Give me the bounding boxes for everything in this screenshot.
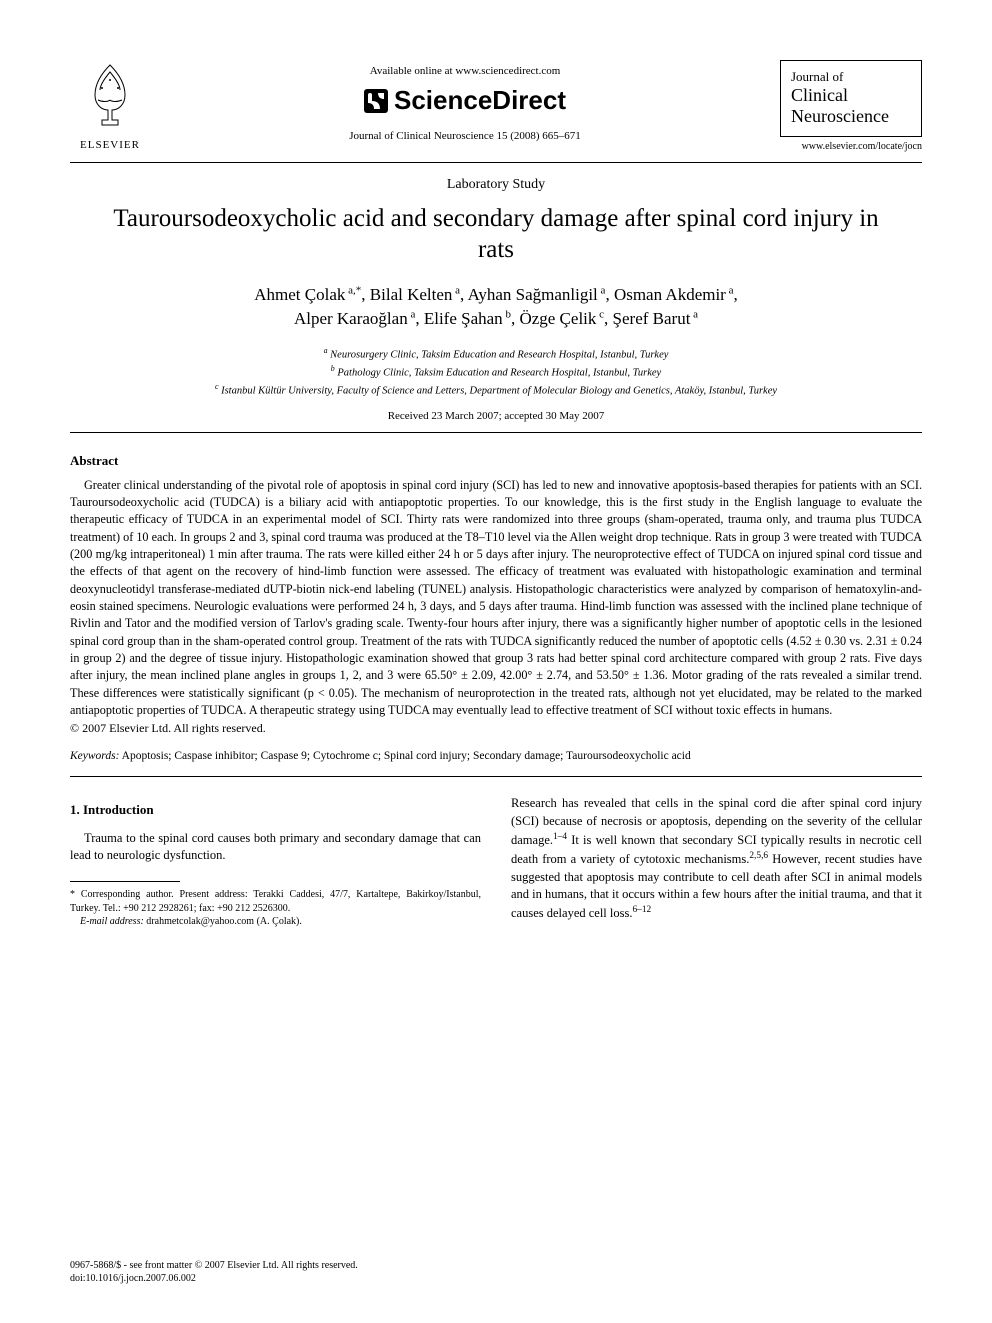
authors-list: Ahmet Çolak a,*, Bilal Kelten a, Ayhan S… <box>100 283 892 331</box>
abstract-top-divider <box>70 432 922 433</box>
right-column: Research has revealed that cells in the … <box>511 795 922 928</box>
elsevier-label: ELSEVIER <box>70 139 150 151</box>
header-divider <box>70 162 922 163</box>
body-columns: 1. Introduction Trauma to the spinal cor… <box>70 795 922 928</box>
article-type: Laboratory Study <box>70 177 922 193</box>
doi-line: doi:10.1016/j.jocn.2007.06.002 <box>70 1272 922 1285</box>
affiliation-b: b Pathology Clinic, Taksim Education and… <box>70 363 922 381</box>
corresponding-footnote: * Corresponding author. Present address:… <box>70 888 481 915</box>
email-suffix: (A. Çolak). <box>257 916 302 927</box>
citation-text: Journal of Clinical Neuroscience 15 (200… <box>150 130 780 142</box>
available-online-text: Available online at www.sciencedirect.co… <box>150 65 780 77</box>
received-date: Received 23 March 2007; accepted 30 May … <box>70 410 922 422</box>
elsevier-tree-icon <box>80 60 140 130</box>
elsevier-logo-block: ELSEVIER <box>70 60 150 151</box>
abstract-heading: Abstract <box>70 453 922 469</box>
sciencedirect-logo: ScienceDirect <box>150 85 780 116</box>
affiliations: a Neurosurgery Clinic, Taksim Education … <box>70 345 922 400</box>
article-title: Tauroursodeoxycholic acid and secondary … <box>110 203 882 266</box>
journal-cover-block: Journal of Clinical Neuroscience www.els… <box>780 60 922 152</box>
intro-heading: 1. Introduction <box>70 801 481 819</box>
issn-line: 0967-5868/$ - see front matter © 2007 El… <box>70 1259 922 1272</box>
affiliation-a: a Neurosurgery Clinic, Taksim Education … <box>70 345 922 363</box>
journal-line2: Clinical <box>791 85 911 107</box>
footnote-separator <box>70 881 180 882</box>
email-footnote: E-mail address: drahmetcolak@yahoo.com (… <box>70 915 481 929</box>
affiliation-c: c Istanbul Kültür University, Faculty of… <box>70 381 922 399</box>
page-footer: 0967-5868/$ - see front matter © 2007 El… <box>70 1259 922 1285</box>
journal-line1: Journal of <box>791 69 911 85</box>
journal-cover: Journal of Clinical Neuroscience <box>780 60 922 137</box>
keywords-row: Keywords: Apoptosis; Caspase inhibitor; … <box>70 750 922 762</box>
sciencedirect-icon <box>364 89 388 113</box>
email-address: drahmetcolak@yahoo.com <box>146 916 254 927</box>
journal-url: www.elsevier.com/locate/jocn <box>780 141 922 152</box>
journal-page: ELSEVIER Available online at www.science… <box>0 0 992 1323</box>
keywords-label: Keywords: <box>70 750 119 762</box>
abstract-copyright: © 2007 Elsevier Ltd. All rights reserved… <box>70 721 922 736</box>
journal-line3: Neuroscience <box>791 106 911 128</box>
sciencedirect-text: ScienceDirect <box>394 85 566 116</box>
keywords-text: Apoptosis; Caspase inhibitor; Caspase 9;… <box>122 750 691 762</box>
intro-para-right: Research has revealed that cells in the … <box>511 795 922 923</box>
email-label: E-mail address: <box>80 916 144 927</box>
center-header: Available online at www.sciencedirect.co… <box>150 60 780 142</box>
abstract-text: Greater clinical understanding of the pi… <box>70 477 922 720</box>
abstract-bottom-divider <box>70 776 922 777</box>
header-row: ELSEVIER Available online at www.science… <box>70 60 922 152</box>
intro-para-left: Trauma to the spinal cord causes both pr… <box>70 830 481 866</box>
left-column: 1. Introduction Trauma to the spinal cor… <box>70 795 481 928</box>
